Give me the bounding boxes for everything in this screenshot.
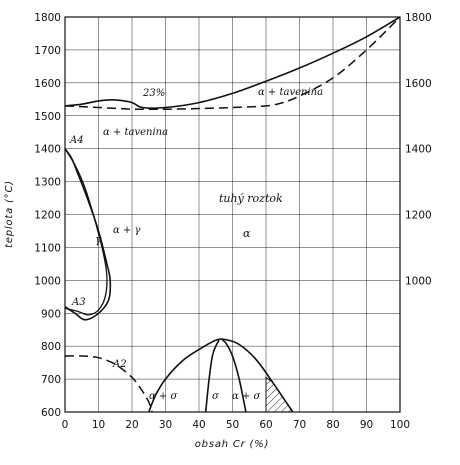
grid [64, 16, 401, 413]
sigma-outer-curve [148, 338, 294, 413]
label-alpha-gamma: α + γ [113, 225, 140, 236]
x-tick-label: 0 [62, 419, 69, 431]
x-tick-label: 10 [92, 419, 105, 431]
x-tick-label: 90 [360, 419, 373, 431]
y-tick-label-left: 700 [41, 374, 61, 386]
gamma-loop-outer [64, 148, 112, 321]
y-tick-label-right: 1600 [405, 78, 432, 90]
x-tick-label: 30 [159, 419, 172, 431]
x-tick-label: 50 [226, 419, 239, 431]
y-tick-label-left: 800 [41, 341, 61, 353]
sigma-left-curve [204, 339, 220, 413]
x-tick-label: 100 [390, 419, 410, 431]
y-tick-label-left: 1500 [34, 111, 61, 123]
y-tick-label-right: 1400 [405, 144, 432, 156]
label-a4: A4 [69, 135, 84, 146]
label-alpha-melt-lower: α + tavenina [103, 127, 168, 138]
y-tick-label-left: 1100 [34, 242, 61, 254]
x-tick-label: 20 [125, 419, 138, 431]
label-sigma: σ [212, 391, 220, 402]
gamma-loop-inner [64, 148, 108, 316]
y-tick-label-left: 600 [41, 407, 61, 419]
label-alpha-sigma-left: α + σ [149, 391, 178, 402]
y-tick-label-left: 900 [41, 308, 61, 320]
label-23-percent: 23% [142, 88, 165, 99]
x-tick-label: 40 [192, 419, 205, 431]
tick-labels: 0 10 20 30 40 50 60 70 80 90 100 600 700 800 900 1000 11… [34, 12, 431, 431]
sigma-right-curve [221, 339, 247, 413]
x-tick-label: 70 [293, 419, 306, 431]
label-a2: A2 [112, 359, 127, 370]
label-a3: A3 [71, 297, 86, 308]
y-tick-label-left: 1200 [34, 210, 61, 222]
y-axis-title: teplota (°C) [4, 180, 15, 248]
x-tick-label: 80 [326, 419, 339, 431]
y-tick-label-right: 1200 [405, 210, 432, 222]
y-tick-label-left: 1300 [34, 177, 61, 189]
x-tick-label: 60 [259, 419, 272, 431]
magnetic-a2-curve [64, 355, 153, 413]
solidus-curve [64, 16, 401, 111]
y-tick-label-left: 1800 [34, 12, 61, 24]
y-tick-label-left: 1000 [34, 275, 61, 287]
label-alpha: α [243, 227, 251, 240]
plot-frame [64, 16, 401, 413]
y-tick-label-left: 1600 [34, 78, 61, 90]
label-gamma: γ [95, 233, 102, 246]
x-axis-title: obsah Cr (%) [195, 439, 270, 450]
y-tick-label-left: 1700 [34, 45, 61, 57]
label-solid-solution: tuhý roztok [219, 192, 283, 205]
y-tick-label-right: 1000 [405, 275, 432, 287]
label-alpha-melt-upper: α + tavenina [258, 87, 323, 98]
y-tick-label-right: 1800 [405, 12, 432, 24]
label-alpha-sigma-right: α + σ [232, 391, 261, 402]
liquidus-curve [64, 16, 401, 109]
y-tick-label-left: 1400 [34, 144, 61, 156]
